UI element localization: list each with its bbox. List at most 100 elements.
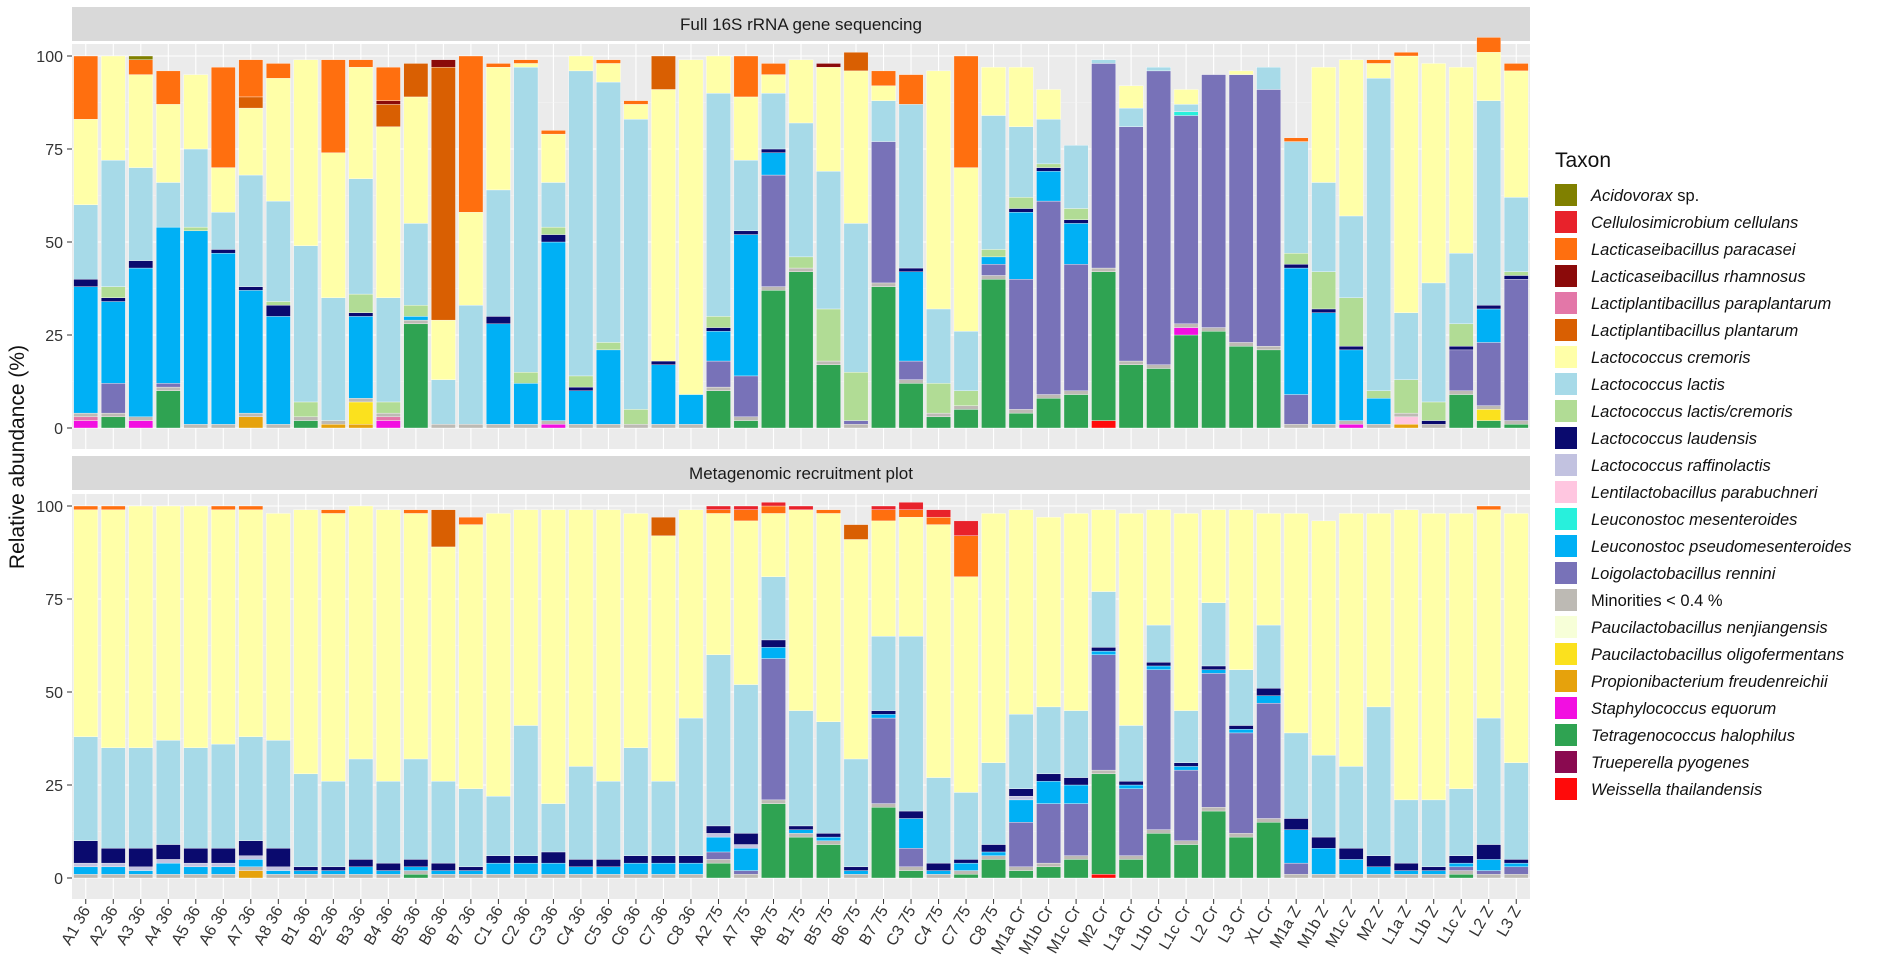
segment-minorities-0-4 [816,360,841,365]
segment-tetragenococcus-halophilus [788,271,814,429]
segment-lactococcus-cremoris [1173,513,1199,711]
segment-minorities-0-4 [100,874,126,879]
segment-lactococcus-cremoris [293,509,319,775]
segment-lactococcus-lactis [596,781,621,860]
segment-minorities-0-4 [1366,424,1391,429]
segment-lactococcus-cremoris [651,535,676,782]
legend-swatch [1555,211,1577,233]
segment-lacticaseibacillus-paracasei [623,100,649,105]
segment-lactococcus-laudensis [1008,788,1034,797]
segment-minorities-0-4 [706,386,731,391]
y-tick-label: 75 [45,142,63,159]
segment-lactococcus-lactis-cremoris [266,301,291,306]
segment-lacticaseibacillus-paracasei [73,55,99,120]
segment-loigolactobacillus-rennini [871,717,896,804]
segment-tetragenococcus-halophilus [1256,349,1281,429]
segment-lactococcus-cremoris [458,212,484,306]
bar-m2-z [1366,513,1391,879]
segment-lactococcus-laudensis [458,866,484,871]
segment-tetragenococcus-halophilus [1036,866,1061,879]
bar-m1b-z [1311,520,1336,879]
bar-a1-36 [73,505,99,879]
bar-c3-36 [541,130,566,429]
segment-lactococcus-cremoris [403,96,429,224]
segment-lactococcus-cremoris [128,74,154,168]
bar-l1a-z [1393,509,1419,879]
bar-b6-36 [431,59,456,429]
segment-tetragenococcus-halophilus [761,290,786,429]
segment-staphylococcus-equorum [73,420,99,429]
segment-lactococcus-lactis [458,788,484,868]
segment-lactococcus-laudensis [761,148,786,153]
segment-leuconostoc-pseudomesenteroides [513,862,539,875]
segment-loigolactobacillus-rennini [1173,769,1199,841]
segment-lactococcus-cremoris [1036,89,1061,120]
segment-lactococcus-cremoris [926,70,951,310]
legend-item-lactiplantibacillus-paraplantarum: Lactiplantibacillus paraplantarum [1555,292,1831,314]
panel-16s-sequencing: Full 16S rRNA gene sequencing 0 25 50 75 100 [36,7,1530,449]
segment-lactococcus-lactis-cremoris [100,286,126,298]
segment-lactococcus-lactis [1008,126,1034,198]
segment-lacticaseibacillus-paracasei [266,63,291,79]
bar-c8-36 [678,59,704,429]
segment-lactococcus-lactis-cremoris [376,401,401,414]
bar-a2-75 [706,505,731,879]
segment-lactococcus-lactis [953,792,979,860]
segment-lactococcus-lactis [128,167,154,261]
segment-cellulosimicrobium-cellulans [788,505,814,510]
segment-tetragenococcus-halophilus [816,844,841,879]
segment-lacticaseibacillus-paracasei [458,55,484,213]
segment-lactococcus-lactis [1311,182,1336,272]
segment-tetragenococcus-halophilus [403,323,429,429]
segment-lactococcus-laudensis [100,848,126,864]
legend-item-weissella-thailandensis: Weissella thailandensis [1555,778,1762,800]
segment-leuconostoc-pseudomesenteroides [568,866,594,875]
segment-lactococcus-lactis [1338,766,1364,849]
segment-lactococcus-raffinolactis [706,833,731,838]
segment-lactococcus-lactis [981,762,1006,845]
segment-lacticaseibacillus-paracasei [1393,52,1419,57]
panel-strip [72,7,1530,41]
segment-lactococcus-cremoris [788,509,814,711]
segment-lactococcus-cremoris [678,59,704,395]
segment-minorities-0-4 [898,379,924,384]
segment-loigolactobacillus-rennini [1091,63,1116,269]
y-tick-label: 100 [36,49,63,66]
segment-minorities-0-4 [1421,874,1446,879]
segment-minorities-0-4 [238,866,264,871]
segment-lactococcus-lactis [321,297,346,421]
segment-minorities-0-4 [981,855,1006,860]
segment-minorities-0-4 [1063,855,1089,860]
segment-lactococcus-lactis [403,223,429,306]
legend-label: Lactiplantibacillus plantarum [1591,322,1798,340]
segment-lactococcus-cremoris [1091,509,1116,592]
legend-label: Tetragenococcus halophilus [1591,727,1795,745]
segment-lactiplantibacillus-plantarum [651,55,676,90]
segment-leuconostoc-pseudomesenteroides [403,866,429,871]
segment-minorities-0-4 [596,874,621,879]
segment-loigolactobacillus-rennini [1036,803,1061,864]
segment-lactococcus-lactis [816,171,841,310]
segment-minorities-0-4 [1091,267,1116,272]
bar-l1b-z [1421,63,1446,429]
segment-loigolactobacillus-rennini [1173,115,1199,325]
segment-lactococcus-cremoris [73,509,99,737]
segment-lactococcus-cremoris [1448,513,1474,789]
segment-minorities-0-4 [128,874,154,879]
segment-minorities-0-4 [100,412,126,418]
segment-tetragenococcus-halophilus [1146,833,1171,879]
bar-b6-75 [843,524,869,879]
segment-minorities-0-4 [761,799,786,804]
segment-lactococcus-laudensis [706,825,731,834]
segment-lacticaseibacillus-paracasei [898,509,924,518]
segment-lacticaseibacillus-paracasei [871,509,896,522]
segment-minorities-0-4 [1063,390,1089,395]
segment-tetragenococcus-halophilus [1503,424,1529,429]
segment-lactococcus-lactis [1421,799,1446,868]
segment-loigolactobacillus-rennini [871,141,896,284]
segment-leuconostoc-pseudomesenteroides [1283,829,1309,864]
bar-l1b-cr [1146,66,1171,429]
segment-lactococcus-cremoris [486,66,511,191]
segment-tetragenococcus-halophilus [1118,859,1144,879]
segment-minorities-0-4 [348,874,374,879]
